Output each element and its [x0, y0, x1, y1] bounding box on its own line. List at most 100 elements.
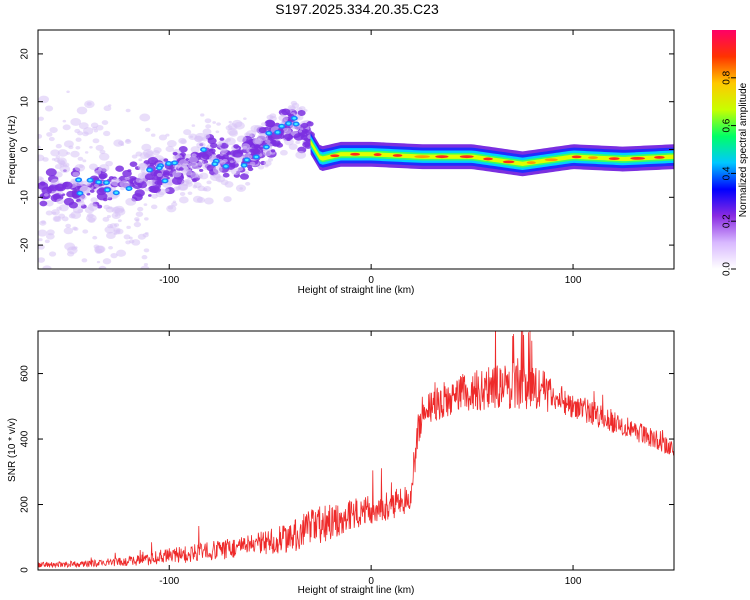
- ridge-hotspot: [608, 157, 620, 161]
- spectrogram-blob: [143, 203, 148, 206]
- spectrogram-blob: [265, 139, 271, 144]
- ridge-hotspot: [350, 152, 361, 156]
- ridge-hotspot: [483, 157, 494, 161]
- snr-xtick-label: -100: [159, 576, 179, 587]
- spectrogram-blob: [62, 163, 67, 167]
- ridge-hotspot: [373, 153, 382, 156]
- spectrogram-blob: [86, 183, 91, 186]
- spectrogram-blob: [77, 200, 85, 207]
- spectrogram-blob: [106, 215, 111, 219]
- spectrogram-cloud: [38, 90, 315, 269]
- spectrogram-blob: [135, 151, 143, 157]
- snr-xlabel: Height of straight line (km): [298, 585, 415, 596]
- spectrogram-blob: [68, 201, 78, 209]
- spectrogram-peak-core: [88, 179, 92, 182]
- ridge-hotspot: [435, 155, 449, 159]
- spectrogram-blob: [166, 204, 177, 213]
- spectrogram-blob: [90, 197, 98, 203]
- spectrogram-blob: [38, 176, 43, 181]
- spectrogram-blob: [125, 108, 131, 113]
- spectrogram-peak-core: [292, 117, 297, 120]
- snr-axes: -100 0 100 0 200 400 600: [20, 331, 674, 587]
- spectrogram-blob: [75, 137, 82, 142]
- spectrogram-blob: [147, 194, 152, 197]
- spectrogram-blob: [92, 126, 97, 131]
- snr-series-line: [38, 331, 674, 569]
- spectrogram-blob: [253, 144, 261, 149]
- spectrogram-blob: [195, 132, 207, 141]
- spectrogram-blob: [51, 157, 56, 161]
- spectrogram-blob: [84, 151, 89, 154]
- spectrogram-blob: [50, 178, 60, 186]
- spectrogram-blob: [150, 133, 156, 137]
- spectrogram-blob: [63, 140, 74, 148]
- spectrogram-blob: [99, 149, 106, 155]
- spectrogram-blob: [191, 124, 196, 127]
- ridge-hotspot: [459, 155, 474, 159]
- spectrogram-blob: [229, 160, 234, 164]
- spectrogram-blob: [131, 154, 138, 159]
- spectrogram-blob: [166, 140, 177, 148]
- spectrogram-blob: [70, 118, 82, 126]
- spectrogram-blob: [180, 139, 187, 145]
- spectrogram-blob: [239, 173, 249, 180]
- ridge-hotspot: [630, 156, 646, 160]
- spectrogram-blob: [196, 166, 201, 170]
- spectrogram-blob: [154, 180, 160, 185]
- spectrogram-blob: [57, 149, 69, 157]
- spectrogram-peak-core: [266, 132, 271, 135]
- spectrogram-blob: [43, 193, 49, 197]
- spectrogram-blob: [220, 142, 229, 149]
- spectrogram-peak-core: [224, 165, 228, 168]
- spectrogram-blob: [126, 225, 131, 230]
- spectrogram-blob: [210, 142, 218, 149]
- spectrogram-blob: [50, 149, 60, 157]
- spectrogram-blob: [235, 184, 247, 192]
- spectrogram-blob: [172, 170, 182, 178]
- spectrogram-blob: [166, 176, 170, 180]
- spectrogram-blob: [163, 158, 169, 162]
- spectrogram-ytick-label: 0: [20, 146, 31, 152]
- spectrogram-blob: [105, 160, 113, 167]
- spectrogram-blob: [87, 203, 99, 211]
- spectrogram-blob: [191, 161, 198, 167]
- spectrogram-peak-core: [275, 131, 280, 134]
- spectrogram-blob: [228, 120, 232, 124]
- spectrogram-blob: [125, 240, 131, 245]
- spectrogram-blob: [63, 227, 74, 235]
- ridge-hotspot: [392, 154, 403, 157]
- spectrogram-blob: [92, 138, 100, 144]
- ridge-yellow: [310, 139, 674, 166]
- ridge-hotspot: [571, 155, 582, 159]
- spectrogram-blob: [280, 149, 288, 156]
- spectrogram-blob: [145, 180, 154, 186]
- spectrogram-blob: [143, 262, 149, 267]
- spectrogram-blob: [297, 127, 308, 136]
- spectrogram-blob: [94, 170, 102, 175]
- spectrogram-blob: [103, 105, 112, 112]
- spectrogram-blob: [244, 171, 249, 175]
- spectrogram-blob: [87, 217, 96, 224]
- ridge-hotspot: [414, 155, 430, 159]
- spectrogram-peak-core: [201, 148, 206, 151]
- spectrogram-blob: [269, 113, 277, 119]
- colorbar-tick-label: 0.4: [722, 166, 733, 180]
- spectrogram-blob: [156, 172, 163, 178]
- ridge-hotspot: [526, 161, 536, 165]
- spectrogram-blob: [199, 172, 209, 180]
- spectrogram-blob: [216, 154, 221, 159]
- spectrogram-blob: [283, 133, 293, 141]
- spectrogram-blob: [45, 168, 57, 177]
- spectrogram-blob: [66, 90, 70, 94]
- spectrogram-blob: [306, 121, 314, 127]
- spectrogram-blob: [38, 229, 48, 237]
- spectrogram-blob: [286, 137, 291, 141]
- spectrogram-blob: [139, 113, 151, 122]
- spectrogram-peak-core: [96, 180, 101, 184]
- spectrogram-blob: [72, 226, 78, 231]
- spectrogram-blob: [38, 238, 43, 242]
- spectrogram-blob: [56, 198, 65, 205]
- spectrogram-blob: [219, 137, 225, 141]
